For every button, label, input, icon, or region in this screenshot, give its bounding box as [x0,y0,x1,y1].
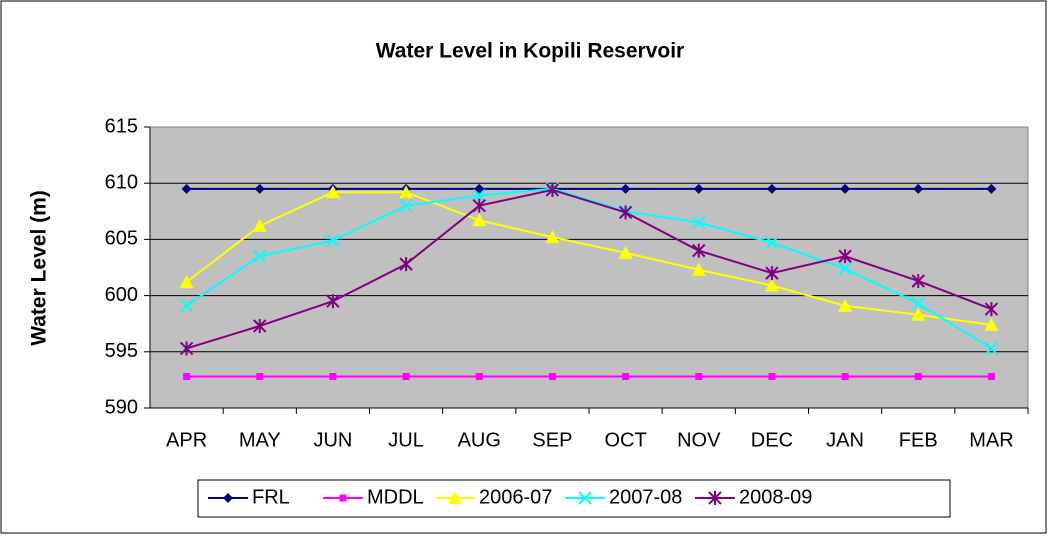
x-tick-label: JUL [388,429,424,451]
marker [911,307,926,321]
x-tick-label: DEC [751,429,793,451]
marker [179,299,194,313]
marker [986,183,997,194]
marker [252,218,267,232]
marker [838,249,852,264]
marker [253,249,267,263]
y-tick-label: 615 [105,115,138,137]
marker [399,257,413,272]
marker [708,491,722,505]
series-line [186,187,992,350]
marker [695,373,703,381]
x-tick-label: AUG [458,429,501,451]
marker [987,373,995,381]
marker [223,493,233,503]
x-tick-label: OCT [604,429,646,451]
marker [329,373,337,381]
marker [399,198,413,213]
marker [838,261,852,276]
y-tick-label: 600 [105,284,138,306]
series-line [186,188,992,350]
marker [984,302,999,317]
marker [911,296,925,311]
marker [764,278,779,292]
marker [474,183,485,194]
x-tick-label: MAR [969,429,1013,451]
marker [545,230,560,244]
marker [765,236,779,250]
y-tick-label: 610 [105,171,138,193]
legend-label: MDDL [367,486,424,508]
y-tick-label: 590 [105,396,138,418]
plot-area [149,126,1029,409]
marker [622,373,630,381]
marker [253,318,267,333]
marker [472,198,486,213]
marker [326,294,340,309]
marker [841,373,849,381]
marker [692,243,706,258]
x-tick-label: SEP [532,429,572,451]
legend-label: FRL [252,486,290,508]
marker [914,373,922,381]
marker [475,373,483,381]
marker [254,183,265,194]
x-tick-label: JAN [826,429,864,451]
marker [402,373,410,381]
marker [326,233,340,248]
marker [399,185,414,199]
marker [179,341,194,356]
marker [693,183,704,194]
marker [545,182,560,197]
legend-label: 2007-08 [609,486,682,508]
series-line [185,191,992,326]
marker [691,262,706,276]
marker [618,245,633,259]
marker [256,373,264,381]
marker [181,183,192,194]
marker [578,491,592,505]
x-tick-label: FEB [899,429,938,451]
legend-label: 2006-07 [479,486,552,508]
x-tick-label: JUN [313,429,352,451]
marker [765,266,779,281]
marker [838,298,853,312]
marker [984,317,999,331]
marker [913,183,924,194]
marker [984,341,999,356]
y-tick-label: 605 [105,228,138,250]
marker [472,213,487,227]
marker [472,188,486,203]
marker [339,494,347,502]
x-tick-label: NOV [677,429,721,451]
y-axis-label: Water Level (m) [28,190,51,346]
x-tick-label: MAY [239,429,281,451]
marker [618,205,633,220]
marker [766,183,777,194]
marker [620,183,631,194]
marker [768,373,776,381]
marker [179,275,194,289]
marker [325,185,340,199]
y-tick-label: 595 [105,340,138,362]
marker [448,491,462,504]
marker [548,373,556,381]
x-tick-label: APR [166,429,207,451]
legend-label: 2008-09 [739,486,812,508]
marker [692,215,706,230]
marker [911,273,925,288]
marker [183,373,191,381]
chart-title: Water Level in Kopili Reservoir [376,40,684,63]
marker [840,183,851,194]
